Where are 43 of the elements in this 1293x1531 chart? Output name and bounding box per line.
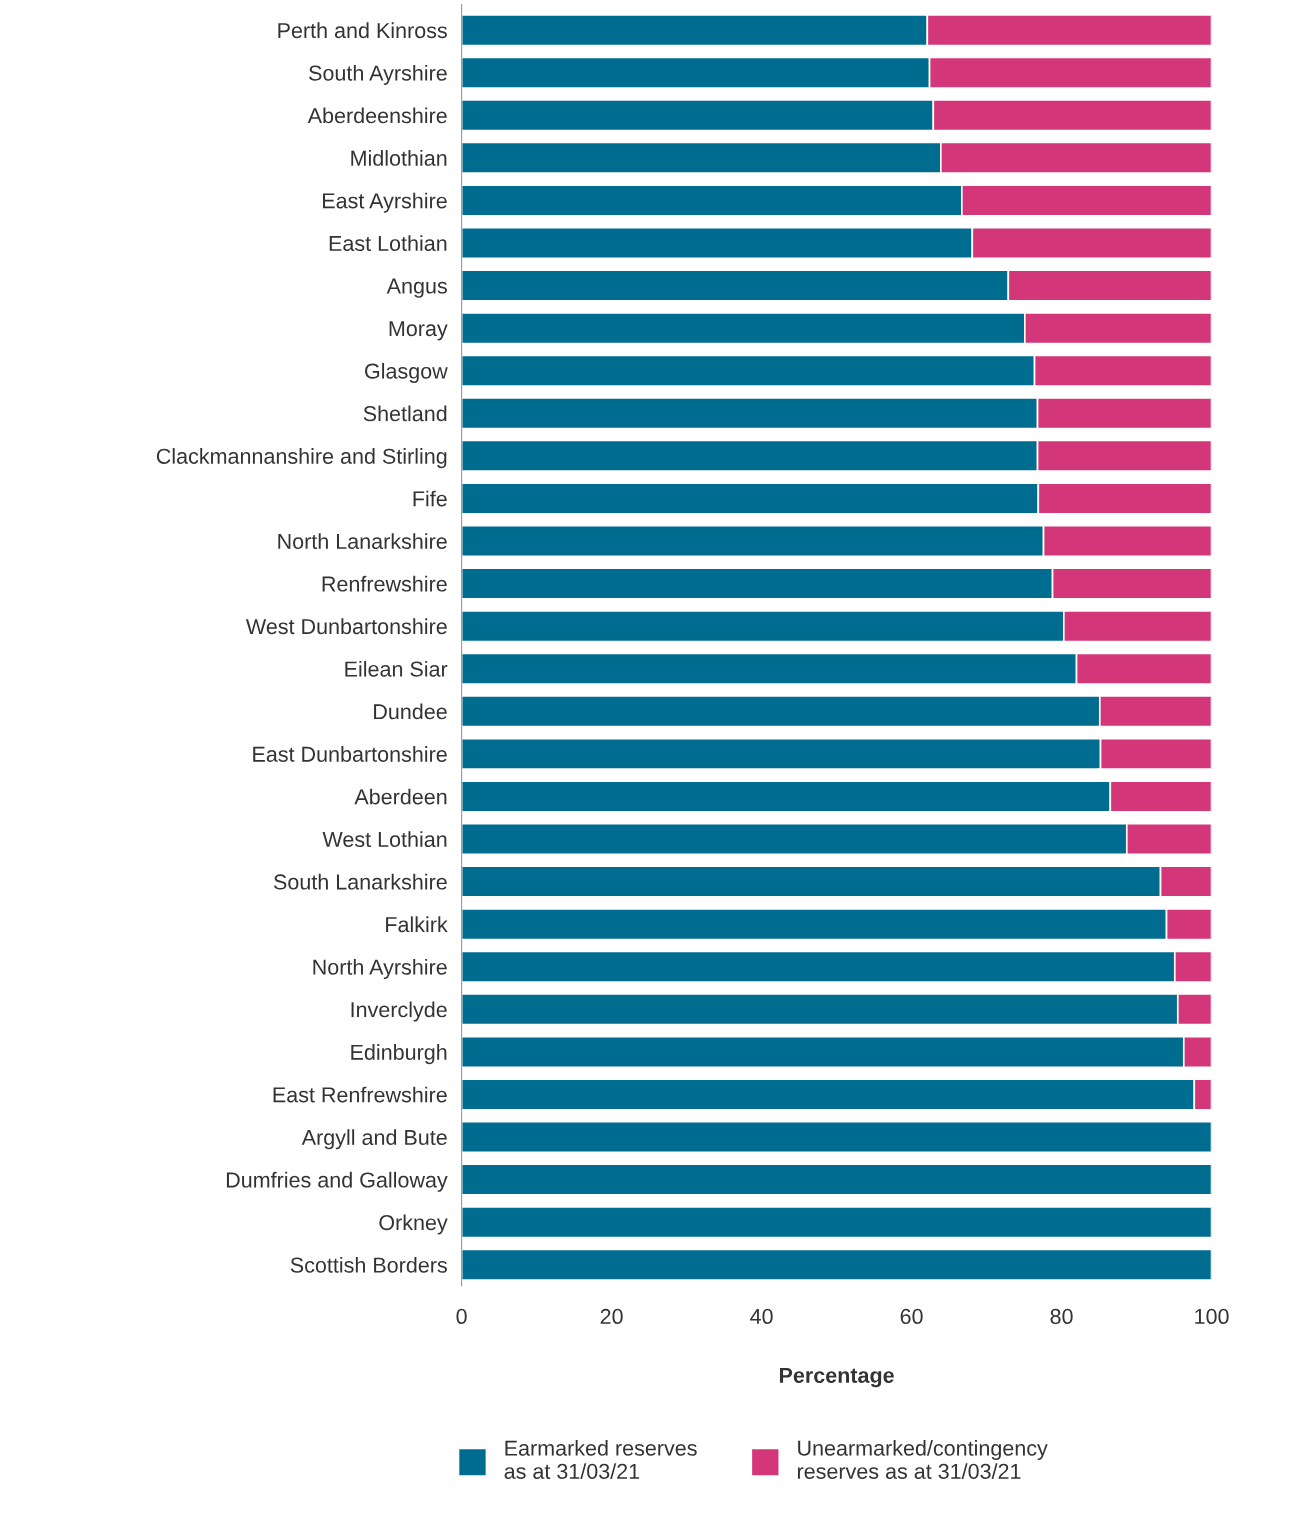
bar <box>461 1120 1212 1154</box>
y-tick-label: Perth and Kinross <box>278 22 447 39</box>
bar <box>461 1248 1212 1281</box>
y-tick-label: South Ayrshire <box>309 64 447 85</box>
y-tick-label: Inverclyde <box>351 1001 447 1022</box>
y-tick-label: Renfrewshire <box>322 575 447 592</box>
y-tick-label: East Ayrshire <box>323 192 447 213</box>
y-tick-label: North Lanarkshire <box>278 533 447 550</box>
bar <box>461 1206 1212 1239</box>
y-tick-label: North Ayrshire <box>313 958 447 980</box>
y-tick-label: Glasgow <box>365 362 448 383</box>
y-tick-label: Dumfries and Galloway <box>226 1171 448 1192</box>
y-tick-label: Moray <box>389 321 448 341</box>
y-tick-label: Midlothian <box>351 150 447 166</box>
y-tick-label: Shetland <box>363 405 447 422</box>
y-tick-label: Argyll and Bute <box>301 1129 447 1150</box>
y-tick-label: East Lothian <box>329 235 447 252</box>
y-tick-label: East Dunbartonshire <box>253 746 447 762</box>
legend-label: Earmarked reserves as at 31/03/21 <box>504 1439 697 1479</box>
x-tick-label: 80 <box>1050 1308 1073 1325</box>
x-tick-label: 40 <box>750 1308 773 1325</box>
y-tick-label: Dundee <box>374 703 447 720</box>
y-tick-label: East Renfrewshire <box>273 1086 447 1103</box>
y-tick-label: West Dunbartonshire <box>245 618 447 635</box>
y-tick-label: South Lanarkshire <box>273 873 447 890</box>
y-tick-label: Orkney <box>379 1214 448 1235</box>
y-tick-label: Edinburgh <box>351 1044 447 1065</box>
y-tick-label: Angus <box>386 278 447 298</box>
x-axis-title: Percentage <box>779 1367 894 1388</box>
y-tick-label: Clackmannanshire and Stirling <box>156 448 447 469</box>
x-tick-label: 20 <box>600 1308 623 1325</box>
y-tick-label: Eilean Siar <box>345 660 448 677</box>
x-tick-label: 0 <box>456 1308 467 1325</box>
y-tick-label: Aberdeen <box>354 788 447 805</box>
y-tick-label: Aberdeenshire <box>307 107 447 124</box>
y-tick-label: Fife <box>413 490 447 507</box>
y-tick-label: Falkirk <box>386 916 448 933</box>
x-tick-label: 100 <box>1195 1308 1229 1325</box>
y-tick-label: Scottish Borders <box>290 1256 447 1273</box>
y-tick-label: West Lothian <box>322 831 447 848</box>
bar <box>461 1163 1212 1196</box>
legend-label: Unearmarked/contingency reserves as at 31/03/21 <box>797 1439 1048 1479</box>
x-tick-label: 60 <box>900 1308 923 1325</box>
